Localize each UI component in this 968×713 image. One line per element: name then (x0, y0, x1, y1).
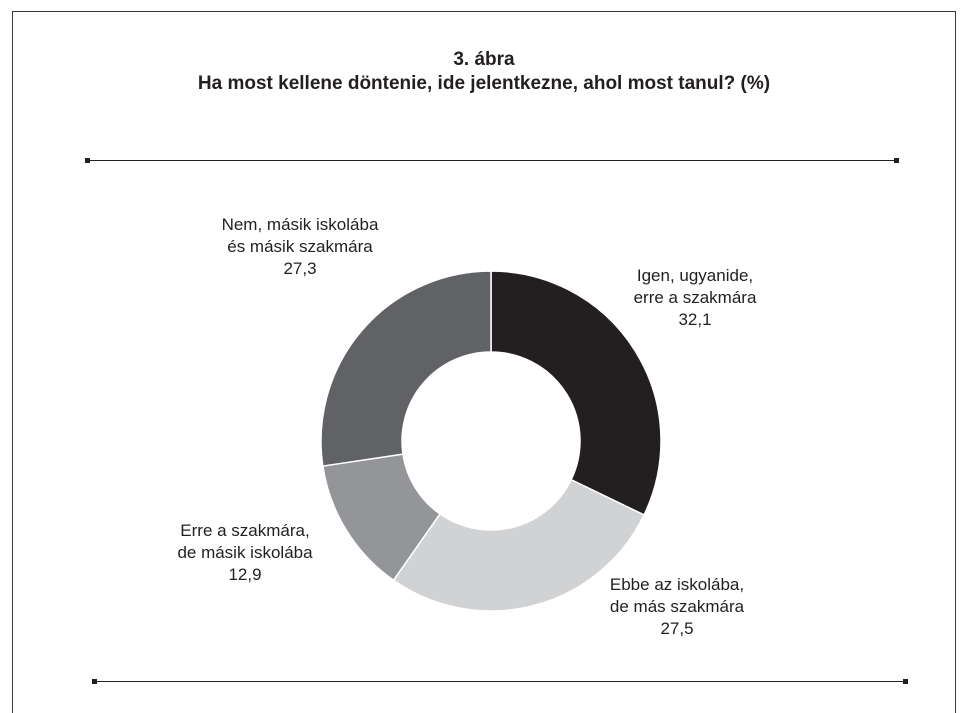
bottom-divider (92, 678, 908, 684)
slice-nem-masik-iskolaba (320, 270, 492, 467)
slice-value-label: 32,1 (678, 310, 712, 329)
slice-label-line: de másik iskolába (177, 543, 313, 562)
chart-title-block: 3. ábra Ha most kellene döntenie, ide je… (0, 48, 968, 96)
slice-value-label: 27,3 (283, 259, 317, 278)
slice-ebbe-az-iskolaba (392, 478, 646, 612)
slice-label-line: Nem, másik iskolába (221, 215, 379, 234)
slice-label-line: de más szakmára (609, 597, 745, 616)
slice-value-label: 12,9 (228, 565, 262, 584)
top-divider-left-cap (85, 157, 90, 163)
slice-label-line: Igen, ugyanide, (636, 266, 754, 285)
bottom-divider-left-cap (92, 678, 97, 684)
slice-value-label: 27,5 (660, 619, 694, 638)
slice-igen-ugyanide (490, 270, 662, 516)
slice-label-line: erre a szakmára (633, 288, 757, 307)
bottom-divider-right-cap (903, 678, 908, 684)
slice-label-line: Ebbe az iskolába, (609, 575, 745, 594)
slice-label-line: Erre a szakmára, (180, 521, 310, 540)
top-divider-right-cap (894, 157, 899, 163)
figure-frame (12, 11, 956, 713)
slice-label-line: és másik szakmára (227, 237, 373, 256)
chart-title: 3. ábra (453, 49, 515, 70)
slice-label-nem-masik-iskolaba: Nem, másik iskolába és másik szakmára 27… (210, 214, 390, 280)
slice-label-ebbe-az-iskolaba: Ebbe az iskolába, de más szakmára 27,5 (592, 574, 762, 640)
chart-subtitle: Ha most kellene döntenie, ide jelentkezn… (197, 73, 771, 94)
slice-label-igen-ugyanide: Igen, ugyanide, erre a szakmára 32,1 (610, 265, 780, 331)
top-divider (85, 157, 899, 163)
slice-label-erre-a-szakmara: Erre a szakmára, de másik iskolába 12,9 (155, 520, 335, 586)
